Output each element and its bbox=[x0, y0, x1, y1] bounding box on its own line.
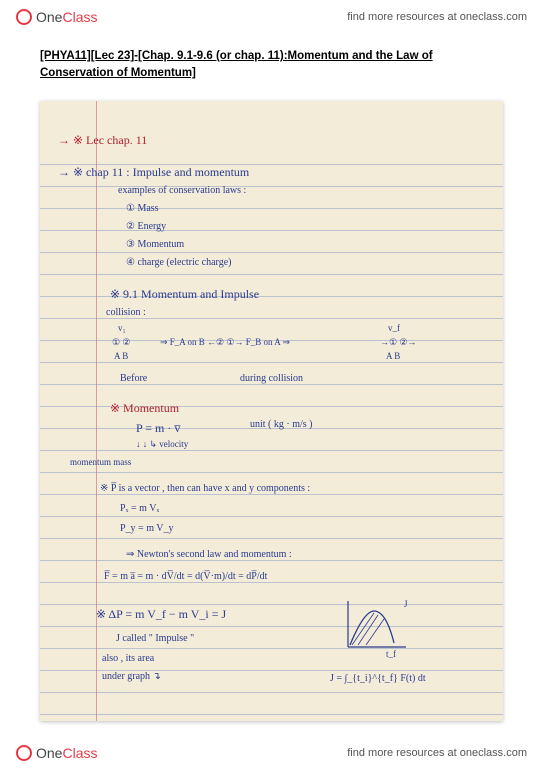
note-line-5: ② Energy bbox=[126, 221, 166, 233]
label-during: during collision bbox=[240, 373, 303, 385]
note-line-19: F̅ = m a̅ = m · dV̅/dt = d(V̅·m)/dt = dP… bbox=[104, 571, 267, 583]
collision-vf: v_f bbox=[388, 323, 400, 334]
document-title: [PHYA11][Lec 23]-[Chap. 9.1-9.6 (or chap… bbox=[0, 34, 543, 91]
momentum-arrows: ↓ ↓ ↳ velocity bbox=[136, 439, 188, 450]
logo-text-one: One bbox=[36, 9, 62, 25]
collision-forces: ⇒ F_A on B ←② ①→ F_B on A ⇒ bbox=[160, 337, 290, 348]
note-line-17: P_y = m V_y bbox=[120, 523, 174, 535]
header-resources-link[interactable]: find more resources at oneclass.com bbox=[347, 11, 527, 23]
collision-after-boxes: →① ②→ bbox=[380, 337, 416, 348]
footer-resources-link[interactable]: find more resources at oneclass.com bbox=[347, 747, 527, 759]
graph-y-label: J bbox=[404, 599, 408, 610]
note-line-24: J = ∫_{t_i}^{t_f} F(t) dt bbox=[330, 673, 426, 685]
footer-logo-class: Class bbox=[62, 745, 97, 761]
footer-logo-icon bbox=[16, 745, 32, 761]
graph-tf-label: t_f bbox=[386, 649, 396, 660]
logo-text-class: Class bbox=[62, 9, 97, 25]
note-line-12: ※ Momentum bbox=[110, 401, 179, 415]
collision-before-boxes: ① ② bbox=[112, 337, 130, 348]
momentum-labels: momentum mass bbox=[70, 457, 131, 468]
note-line-15: ※ P̅ is a vector , then can have x and y… bbox=[100, 483, 310, 495]
header-bar: OneClass find more resources at oneclass… bbox=[0, 0, 543, 34]
collision-after-labels: A B bbox=[386, 351, 400, 362]
note-line-18: ⇒ Newton's second law and momentum : bbox=[126, 549, 292, 561]
collision-v1: v₁ bbox=[118, 323, 126, 334]
logo[interactable]: OneClass bbox=[16, 9, 97, 25]
momentum-eq: P = m · v̅ bbox=[136, 421, 180, 435]
footer-logo[interactable]: OneClass bbox=[16, 745, 97, 761]
footer-logo-one: One bbox=[36, 745, 62, 761]
note-line-7: ④ charge (electric charge) bbox=[126, 257, 231, 269]
label-before: Before bbox=[120, 373, 147, 385]
note-line-21: J called " Impulse " bbox=[116, 633, 194, 645]
note-line-16: Pₓ = m Vₓ bbox=[120, 503, 159, 515]
note-line-2: → ※ chap 11 : Impulse and momentum bbox=[58, 165, 249, 179]
note-line-9: collision : bbox=[106, 307, 146, 319]
note-line-3: examples of conservation laws : bbox=[118, 185, 246, 197]
note-line-8: ※ 9.1 Momentum and Impulse bbox=[110, 287, 259, 301]
note-line-6: ③ Momentum bbox=[126, 239, 184, 251]
rule-lines bbox=[40, 143, 503, 721]
note-line-1: → ※ Lec chap. 11 bbox=[58, 133, 147, 147]
logo-icon bbox=[16, 9, 32, 25]
note-line-20: ※ ΔP = m V_f − m V_i = J bbox=[96, 607, 226, 621]
impulse-graph-icon bbox=[340, 597, 410, 655]
footer-bar: OneClass find more resources at oneclass… bbox=[0, 736, 543, 770]
momentum-unit: unit ( kg · m/s ) bbox=[250, 419, 313, 431]
margin-line bbox=[96, 101, 97, 721]
notebook-page: → ※ Lec chap. 11 → ※ chap 11 : Impulse a… bbox=[40, 101, 503, 721]
note-line-4: ① Mass bbox=[126, 203, 159, 215]
note-line-23: under graph ↴ bbox=[102, 671, 161, 683]
note-line-22: also , its area bbox=[102, 653, 154, 665]
collision-before-labels: A B bbox=[114, 351, 128, 362]
